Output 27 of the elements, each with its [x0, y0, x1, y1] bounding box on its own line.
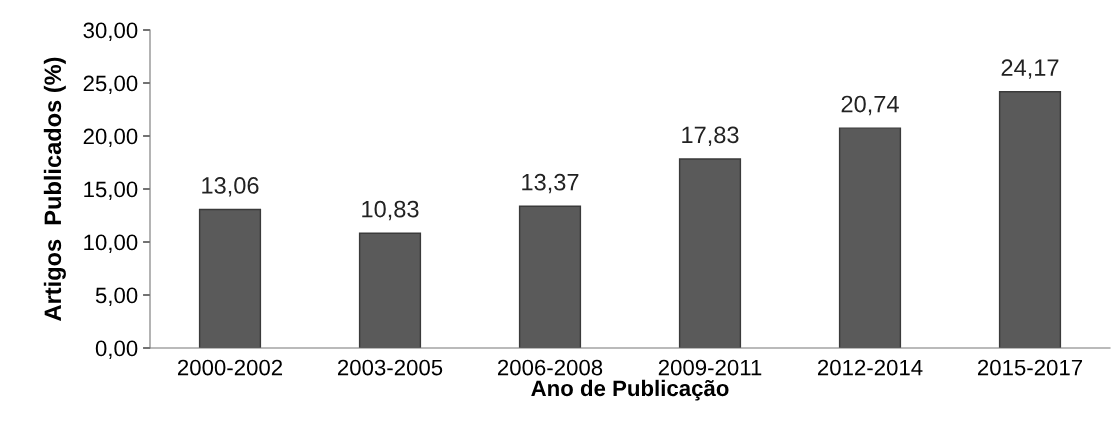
data-label: 10,83: [362, 200, 419, 221]
bar: [678, 158, 742, 348]
x-tick-label: 2000-2002: [177, 359, 283, 376]
data-label: 20,74: [841, 95, 899, 116]
x-axis-title: Ano de Publicação: [531, 379, 729, 401]
y-tick-label: 0,00: [95, 340, 138, 359]
data-label: 17,83: [682, 126, 739, 147]
bar: [198, 208, 262, 348]
x-tick-label: 2015-2017: [977, 359, 1083, 376]
x-tick-label: 2009-2011: [658, 359, 762, 376]
y-tick-label: 5,00: [95, 287, 138, 306]
y-tick-label: 15,00: [84, 181, 138, 200]
data-label: 13,37: [522, 173, 579, 194]
bar: [358, 232, 422, 348]
y-tick-label: 10,00: [84, 234, 138, 253]
y-axis-title: Artigos Publicados (%): [43, 57, 66, 321]
y-tick-label: 30,00: [83, 22, 138, 41]
bar: [998, 91, 1062, 348]
x-tick-label: 2006-2008: [497, 359, 603, 376]
y-tick-label: 20,00: [83, 128, 138, 147]
data-label: 13,06: [202, 177, 259, 197]
y-tick-label: 25,00: [83, 75, 138, 94]
bar: [838, 127, 902, 348]
bar: [518, 205, 582, 348]
x-tick-label: 2012-2014: [817, 359, 923, 376]
x-tick-label: 2003-2005: [337, 359, 443, 376]
data-label: 24,17: [1001, 59, 1059, 79]
